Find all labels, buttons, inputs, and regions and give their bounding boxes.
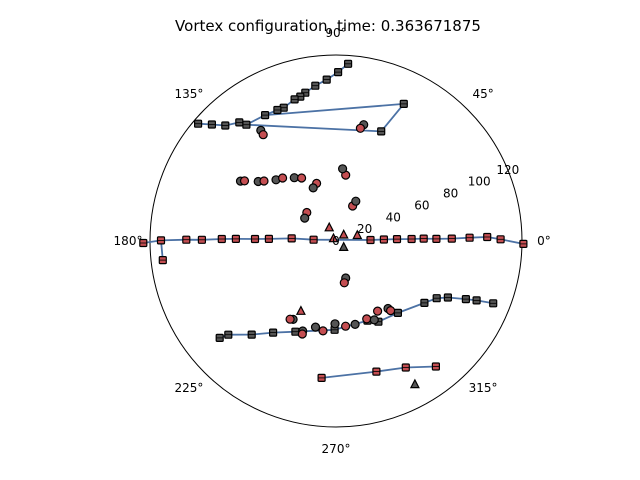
- circle-marker-red: [355, 123, 365, 133]
- circle-marker-gray: [338, 164, 348, 174]
- circle-marker-red: [339, 278, 349, 288]
- theta-tick-label: 90°: [325, 26, 346, 40]
- triangle-marker-gray: [409, 378, 420, 389]
- circle-marker-red: [258, 130, 268, 140]
- trajectory-lower-row: [219, 296, 494, 339]
- r-tick-label: 20: [357, 222, 372, 236]
- theta-tick-label: 180°: [114, 234, 143, 248]
- circle-marker-red: [297, 173, 307, 183]
- circle-marker-red: [278, 173, 288, 183]
- marker-layer: [139, 59, 528, 389]
- theta-tick-label: 315°: [469, 381, 498, 395]
- trajectory-bottom-row: [321, 365, 436, 379]
- theta-tick-label: 225°: [174, 381, 203, 395]
- triangle-marker-red: [295, 305, 306, 315]
- circle-marker-gray: [310, 322, 321, 332]
- circle-marker-gray: [350, 319, 360, 329]
- r-tick-label: 60: [414, 198, 429, 212]
- circle-marker-red: [386, 306, 396, 316]
- circle-marker-red: [373, 306, 383, 316]
- theta-tick-label: 135°: [174, 87, 203, 101]
- r-tick-label: 100: [468, 175, 491, 189]
- circle-marker-red: [362, 314, 372, 324]
- circle-marker-red: [297, 329, 307, 339]
- chart-title: Vortex configuration, time: 0.363671875: [175, 17, 481, 35]
- r-tick-label: 80: [443, 187, 458, 201]
- trajectory-upper-row-loop: [246, 103, 405, 133]
- theta-tick-label: 270°: [322, 442, 351, 456]
- triangle-marker-gray: [338, 241, 349, 251]
- circle-marker-red: [239, 176, 250, 186]
- circle-marker-gray: [300, 213, 310, 223]
- circle-marker-gray: [330, 319, 340, 329]
- circle-marker-red: [285, 314, 295, 324]
- theta-tick-labels: 0° 45° 90° 135° 180° 225° 270° 315°: [114, 26, 551, 456]
- circle-marker-gray: [369, 315, 379, 325]
- circle-marker-red: [341, 321, 351, 331]
- triangle-marker-red: [328, 232, 339, 243]
- circle-marker-gray: [351, 196, 361, 206]
- triangle-marker-red: [324, 221, 335, 232]
- r-tick-labels: 0 20 40 60 80 100 120: [332, 163, 519, 248]
- circle-marker-gray: [308, 183, 318, 193]
- theta-tick-label: 45°: [472, 87, 493, 101]
- trajectory-upper-row-branch: [265, 103, 404, 116]
- theta-tick-label: 0°: [537, 234, 551, 248]
- triangle-marker-red: [338, 228, 349, 239]
- r-tick-label: 40: [386, 210, 401, 224]
- r-tick-label: 120: [496, 163, 519, 177]
- circle-marker-red: [259, 176, 269, 186]
- r-tick-label: 0: [332, 234, 340, 248]
- triangle-marker-red: [352, 229, 363, 240]
- circle-marker-red: [318, 326, 328, 336]
